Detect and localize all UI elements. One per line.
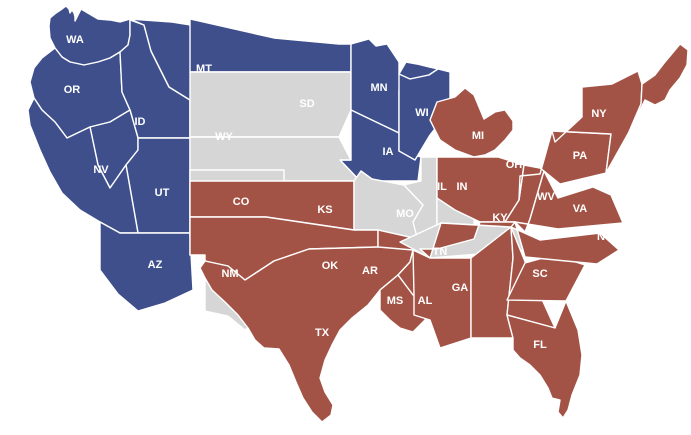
svg-text:IA: IA [383, 146, 394, 158]
svg-text:WY: WY [215, 131, 233, 143]
svg-text:ID: ID [135, 116, 146, 128]
svg-text:OK: OK [322, 260, 339, 272]
svg-text:TX: TX [315, 327, 330, 339]
svg-text:MO: MO [396, 208, 414, 220]
svg-text:KS: KS [317, 204, 332, 216]
svg-text:CO: CO [233, 196, 250, 208]
svg-text:MT: MT [196, 63, 212, 75]
svg-text:WA: WA [66, 34, 84, 46]
svg-text:WV: WV [537, 191, 555, 203]
svg-text:WI: WI [415, 107, 428, 119]
svg-text:KY: KY [492, 212, 508, 224]
svg-text:MN: MN [370, 82, 387, 94]
svg-text:SC: SC [532, 268, 547, 280]
svg-text:IL: IL [437, 181, 447, 193]
svg-text:MI: MI [472, 130, 484, 142]
svg-text:LA: LA [363, 308, 378, 320]
svg-text:AZ: AZ [148, 259, 163, 271]
svg-text:NY: NY [591, 108, 607, 120]
svg-text:GA: GA [452, 282, 469, 294]
svg-text:NV: NV [93, 164, 109, 176]
svg-text:AL: AL [418, 295, 433, 307]
svg-text:CA: CA [49, 201, 65, 213]
svg-text:OR: OR [64, 84, 81, 96]
svg-text:UT: UT [155, 187, 170, 199]
svg-text:VA: VA [573, 203, 588, 215]
svg-text:TN: TN [433, 246, 448, 258]
svg-text:NC: NC [597, 231, 613, 243]
svg-text:NM: NM [221, 268, 238, 280]
svg-text:AR: AR [362, 265, 378, 277]
svg-text:MS: MS [387, 295, 404, 307]
svg-text:OH: OH [506, 159, 523, 171]
svg-text:IN: IN [457, 181, 468, 193]
svg-text:FL: FL [533, 339, 547, 351]
svg-text:ND: ND [299, 29, 315, 41]
svg-text:PA: PA [573, 150, 588, 162]
svg-text:SD: SD [299, 98, 314, 110]
